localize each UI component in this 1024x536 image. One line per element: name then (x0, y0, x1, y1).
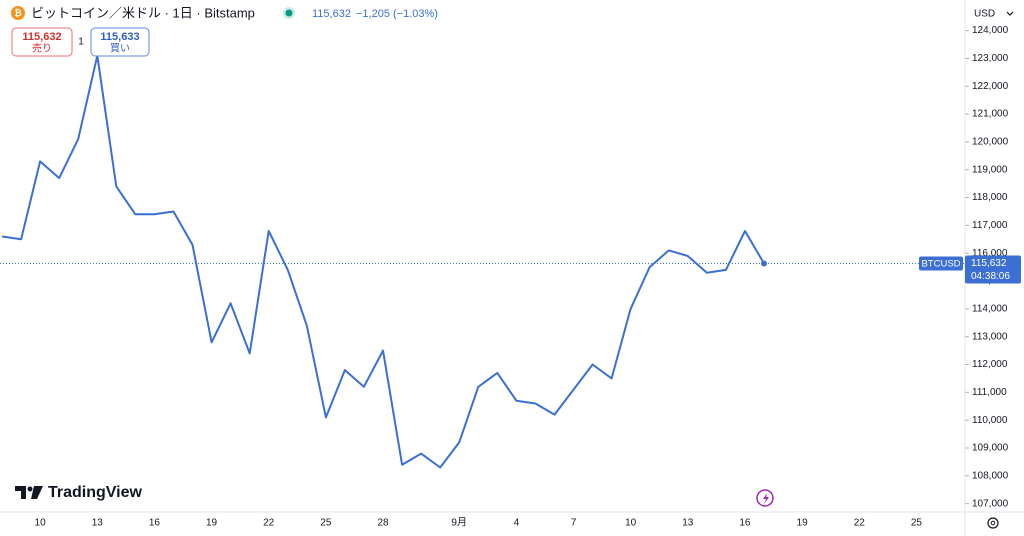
settings-center (990, 520, 996, 526)
header-price: 115,632 (312, 8, 351, 20)
status-dot (285, 9, 293, 17)
y-tick-label: 116,000 (972, 248, 1008, 259)
y-tick-label: 110,000 (972, 415, 1008, 426)
x-tick-label: 10 (35, 518, 47, 529)
y-tick-label: 119,000 (972, 164, 1008, 175)
buy-label: 買い (110, 43, 130, 55)
x-tick-label: 19 (206, 518, 218, 529)
x-tick-label: 22 (263, 518, 275, 529)
y-tick-label: 118,000 (972, 192, 1008, 203)
y-tick-label: 109,000 (972, 443, 1009, 454)
price-line (1, 54, 765, 469)
countdown: 04:38:06 (971, 271, 1010, 282)
currency[interactable]: USD (974, 9, 995, 20)
x-tick-label: 10 (625, 518, 637, 529)
x-tick-label: 25 (911, 518, 923, 529)
brand-logo (15, 486, 26, 499)
buy-price: 115,633 (100, 31, 139, 43)
sell-button[interactable] (11, 27, 73, 57)
last-point (761, 260, 767, 267)
header-change: −1,205 (−1.03%) (356, 8, 438, 20)
symbol-badge (919, 256, 963, 271)
price-badge-label: 115,632 (971, 258, 1007, 269)
brand-logo-slash (31, 486, 43, 499)
symbol-label: BTCUSD (921, 258, 960, 269)
currency-chevron (1006, 11, 1014, 16)
y-tick-label: 107,000 (972, 498, 1009, 509)
x-tick-label: 19 (797, 518, 809, 529)
sell-price: 115,632 (22, 31, 61, 43)
x-tick-label: 16 (739, 518, 751, 529)
x-tick-label: 16 (149, 518, 161, 529)
y-tick-label: 112,000 (972, 359, 1008, 370)
coin-icon (11, 6, 25, 20)
x-tick-label: 4 (514, 518, 520, 529)
price-badge (965, 255, 1021, 284)
brand: TradingView (48, 484, 143, 501)
events-bolt (763, 493, 769, 504)
x-tick-label: 28 (377, 518, 389, 529)
y-tick-label: 121,000 (972, 109, 1009, 120)
y-tick-label: 122,000 (972, 81, 1009, 92)
y-tick-label: 108,000 (972, 470, 1009, 481)
coin-glyph: ₿ (14, 8, 21, 18)
y-tick-label: 113,000 (972, 331, 1008, 342)
buy-button[interactable] (90, 27, 150, 57)
marks (0, 54, 965, 469)
x-tick-label: 25 (320, 518, 332, 529)
y-tick-label: 117,000 (972, 220, 1008, 231)
settings-icon[interactable] (987, 517, 999, 529)
x-tick-label: 22 (854, 518, 866, 529)
y-tick-label: 114,000 (972, 304, 1008, 315)
y-tick-label: 123,000 (972, 53, 1009, 64)
x-tick-label: 7 (571, 518, 577, 529)
x-tick-label: 13 (682, 518, 694, 529)
brand-logo-dot (27, 486, 33, 492)
sell-label: 売り (32, 42, 52, 55)
chart-title: ビットコイン／米ドル · 1日 · Bitstamp (31, 5, 255, 20)
quantity: 1 (78, 37, 84, 48)
x-tick-label: 13 (92, 518, 104, 529)
x-tick-label: 9月 (451, 517, 467, 529)
y-tick-label: 111,000 (972, 387, 1007, 398)
y-tick-label: 120,000 (972, 137, 1009, 148)
y-tick-label: 124,000 (972, 25, 1009, 36)
